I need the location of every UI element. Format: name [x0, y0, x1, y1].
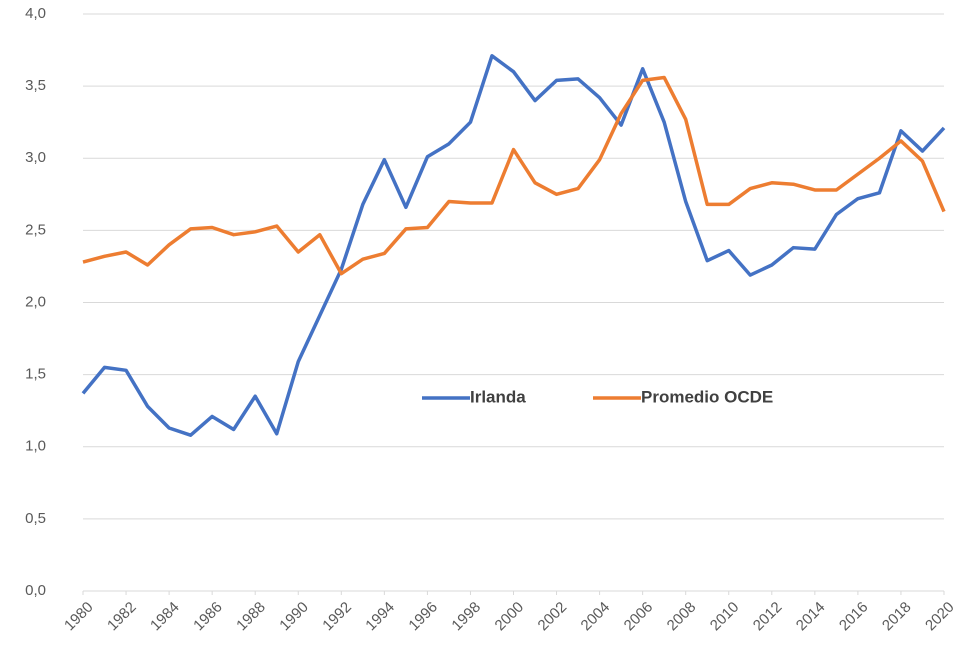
- series-line: [81, 54, 946, 437]
- legend-label: Promedio OCDE: [641, 387, 773, 406]
- x-tick-label: 1984: [147, 599, 183, 635]
- x-tick-label: 1988: [233, 599, 269, 635]
- x-tick-label: 2008: [664, 599, 700, 635]
- x-tick-label: 2006: [621, 599, 657, 635]
- legend-label: Irlanda: [470, 387, 526, 406]
- x-tick-label: 1992: [319, 599, 355, 635]
- y-tick-label: 1,5: [25, 366, 46, 383]
- x-tick-label: 2018: [879, 599, 915, 635]
- x-tick-label: 2016: [836, 599, 872, 635]
- y-tick-label: 4,0: [25, 5, 46, 22]
- x-tick-label: 2000: [492, 599, 528, 635]
- x-tick-label: 1996: [405, 599, 441, 635]
- x-tick-label: 2014: [793, 599, 829, 635]
- y-tick-label: 3,0: [25, 149, 46, 166]
- x-tick-label: 1998: [448, 599, 484, 635]
- x-tick-label: 1980: [61, 599, 97, 635]
- x-tick-label: 2004: [578, 599, 614, 635]
- x-tick-label: 2010: [707, 599, 743, 635]
- x-tick-label: 1982: [104, 599, 140, 635]
- x-tick-label: 2002: [535, 599, 571, 635]
- y-tick-label: 2,5: [25, 221, 46, 238]
- series-line: [82, 75, 946, 276]
- x-tick-label: 1986: [190, 599, 226, 635]
- y-tick-label: 1,0: [25, 438, 46, 455]
- y-tick-label: 2,0: [25, 293, 46, 310]
- y-tick-label: 3,5: [25, 77, 46, 94]
- x-tick-label: 1990: [276, 599, 312, 635]
- y-tick-label: 0,0: [25, 582, 46, 599]
- x-tick-label: 2012: [750, 599, 786, 635]
- y-tick-label: 0,5: [25, 510, 46, 527]
- x-tick-label: 2020: [922, 599, 958, 635]
- x-tick-label: 1994: [362, 599, 398, 635]
